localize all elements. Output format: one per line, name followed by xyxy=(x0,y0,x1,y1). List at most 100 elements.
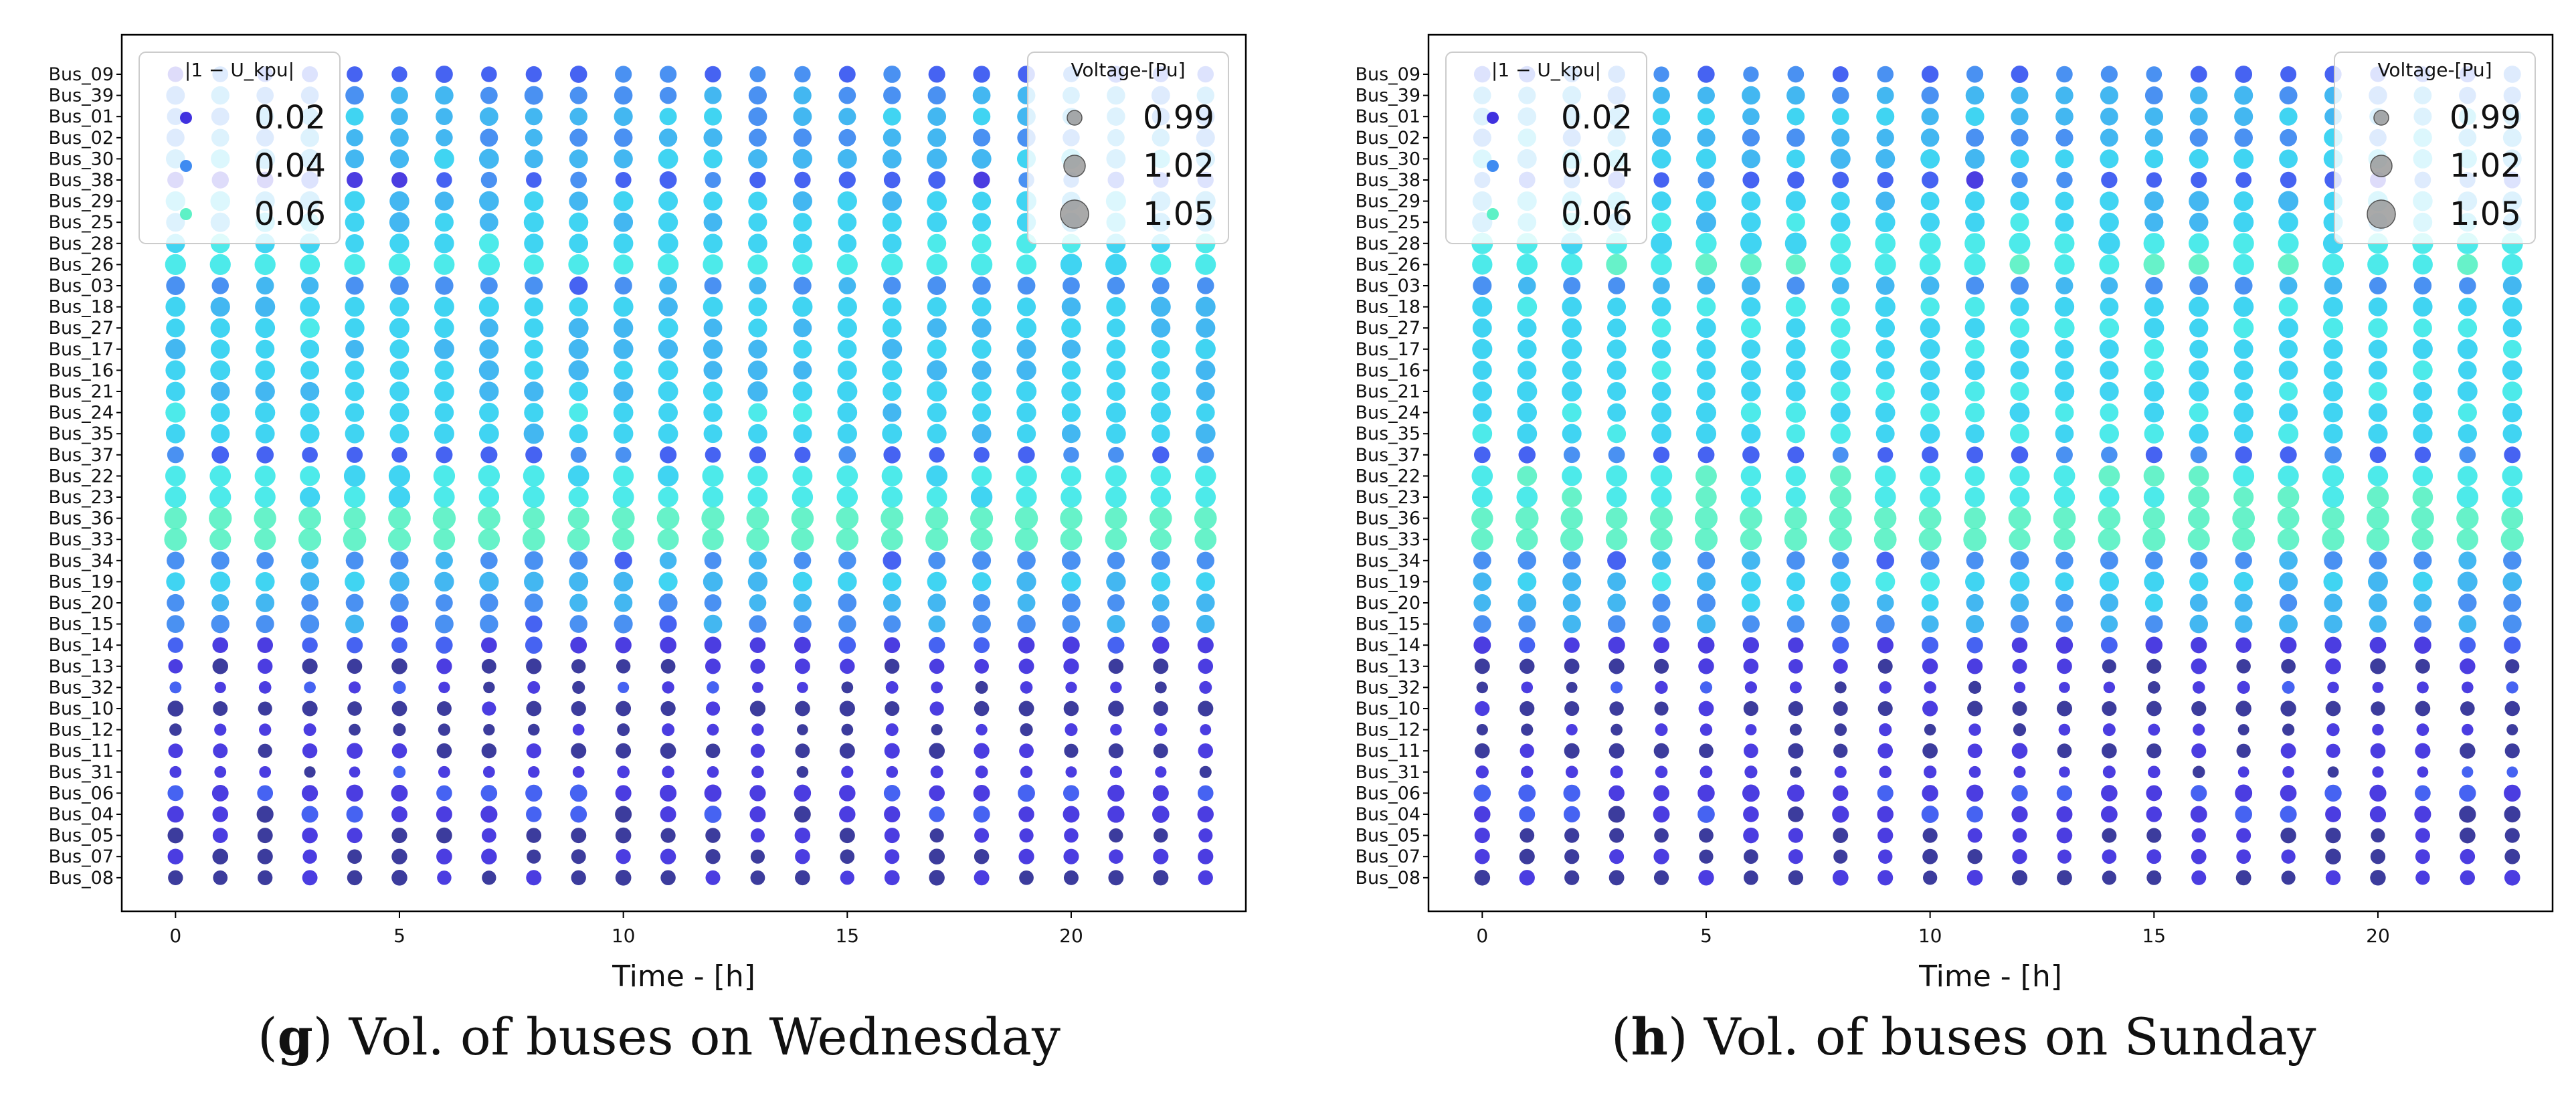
data-point xyxy=(2237,724,2249,736)
data-point xyxy=(345,234,364,253)
data-point xyxy=(300,318,320,338)
data-point xyxy=(613,254,634,275)
data-point xyxy=(2013,723,2027,737)
data-point xyxy=(2055,276,2074,295)
data-point xyxy=(658,403,678,423)
data-point xyxy=(793,361,812,380)
data-point xyxy=(972,149,992,169)
data-point xyxy=(839,701,855,717)
y-tick-label: Bus_04 xyxy=(1355,804,1420,825)
data-point xyxy=(1699,743,1714,759)
data-point xyxy=(1873,528,1897,551)
data-point xyxy=(478,296,499,317)
data-point xyxy=(1653,446,1670,464)
data-point xyxy=(1968,765,1981,778)
data-point xyxy=(836,507,859,530)
data-point xyxy=(703,213,723,232)
data-point xyxy=(1475,765,1489,779)
data-point xyxy=(746,507,769,530)
data-point xyxy=(434,614,454,634)
data-point xyxy=(2278,361,2298,380)
data-point xyxy=(1064,828,1079,843)
data-point xyxy=(255,402,276,423)
data-point xyxy=(1921,108,1939,126)
legend-size-box xyxy=(1027,52,1229,244)
data-point xyxy=(212,848,229,865)
data-point xyxy=(792,234,812,254)
legend-size-value: 1.02 xyxy=(1143,147,1214,185)
data-point xyxy=(884,828,900,844)
data-point xyxy=(1966,66,1984,83)
data-point xyxy=(1652,615,1671,634)
data-point xyxy=(2506,766,2518,778)
data-point xyxy=(258,701,272,716)
data-point xyxy=(255,424,275,444)
data-point xyxy=(660,848,676,864)
data-point xyxy=(346,784,363,802)
data-point xyxy=(1562,318,1582,338)
data-point xyxy=(2102,849,2117,864)
data-point xyxy=(345,149,365,169)
data-point xyxy=(1699,681,1713,694)
data-point xyxy=(1651,572,1671,591)
data-point xyxy=(1785,486,1806,508)
data-point xyxy=(2460,701,2475,716)
legend-size-value: 1.05 xyxy=(1143,195,1214,233)
data-point xyxy=(436,827,452,844)
data-point xyxy=(838,234,857,253)
data-point xyxy=(346,129,363,147)
data-point xyxy=(570,171,587,189)
data-point xyxy=(882,212,902,232)
data-point xyxy=(1694,528,1718,551)
data-point xyxy=(1564,828,1580,843)
data-point xyxy=(1918,507,1942,530)
data-point xyxy=(2370,849,2386,864)
data-point xyxy=(304,681,316,694)
data-point xyxy=(1920,486,1941,508)
data-point xyxy=(1785,296,1806,317)
data-point xyxy=(2277,486,2300,509)
data-point xyxy=(1017,614,1036,634)
data-point xyxy=(2413,571,2433,592)
data-point xyxy=(1788,743,1804,759)
data-point xyxy=(1473,276,1492,296)
data-point xyxy=(1651,191,1671,211)
data-point xyxy=(436,636,453,654)
y-tick-label: Bus_24 xyxy=(1355,403,1420,424)
data-point xyxy=(1105,486,1127,508)
data-point xyxy=(2324,636,2342,654)
data-point xyxy=(1151,361,1170,380)
data-point xyxy=(2324,614,2342,634)
data-point xyxy=(479,318,498,338)
data-point xyxy=(436,129,453,147)
data-point xyxy=(1518,784,1536,802)
data-point xyxy=(1606,465,1628,487)
data-point xyxy=(525,128,543,147)
data-point xyxy=(881,254,903,276)
data-point xyxy=(523,486,545,509)
y-tick-label: Bus_28 xyxy=(48,234,114,254)
data-point xyxy=(524,234,544,254)
data-point xyxy=(1653,172,1669,188)
data-point xyxy=(703,361,723,380)
data-point xyxy=(1697,108,1715,126)
data-point xyxy=(614,128,633,147)
data-point xyxy=(2189,572,2209,591)
data-point xyxy=(523,424,544,444)
data-point xyxy=(616,743,632,759)
data-point xyxy=(389,318,410,339)
data-point xyxy=(1516,254,1538,276)
data-point xyxy=(2500,528,2524,551)
data-point xyxy=(1155,766,1167,778)
data-point xyxy=(2506,724,2518,736)
data-point xyxy=(1195,339,1216,359)
data-point xyxy=(435,276,454,295)
data-point xyxy=(2101,446,2118,464)
data-point xyxy=(1741,191,1761,211)
data-point xyxy=(212,637,229,654)
data-point xyxy=(1918,528,1942,551)
data-point xyxy=(794,658,810,674)
data-point xyxy=(1196,381,1215,401)
data-point xyxy=(1830,465,1851,487)
data-point xyxy=(883,572,902,591)
